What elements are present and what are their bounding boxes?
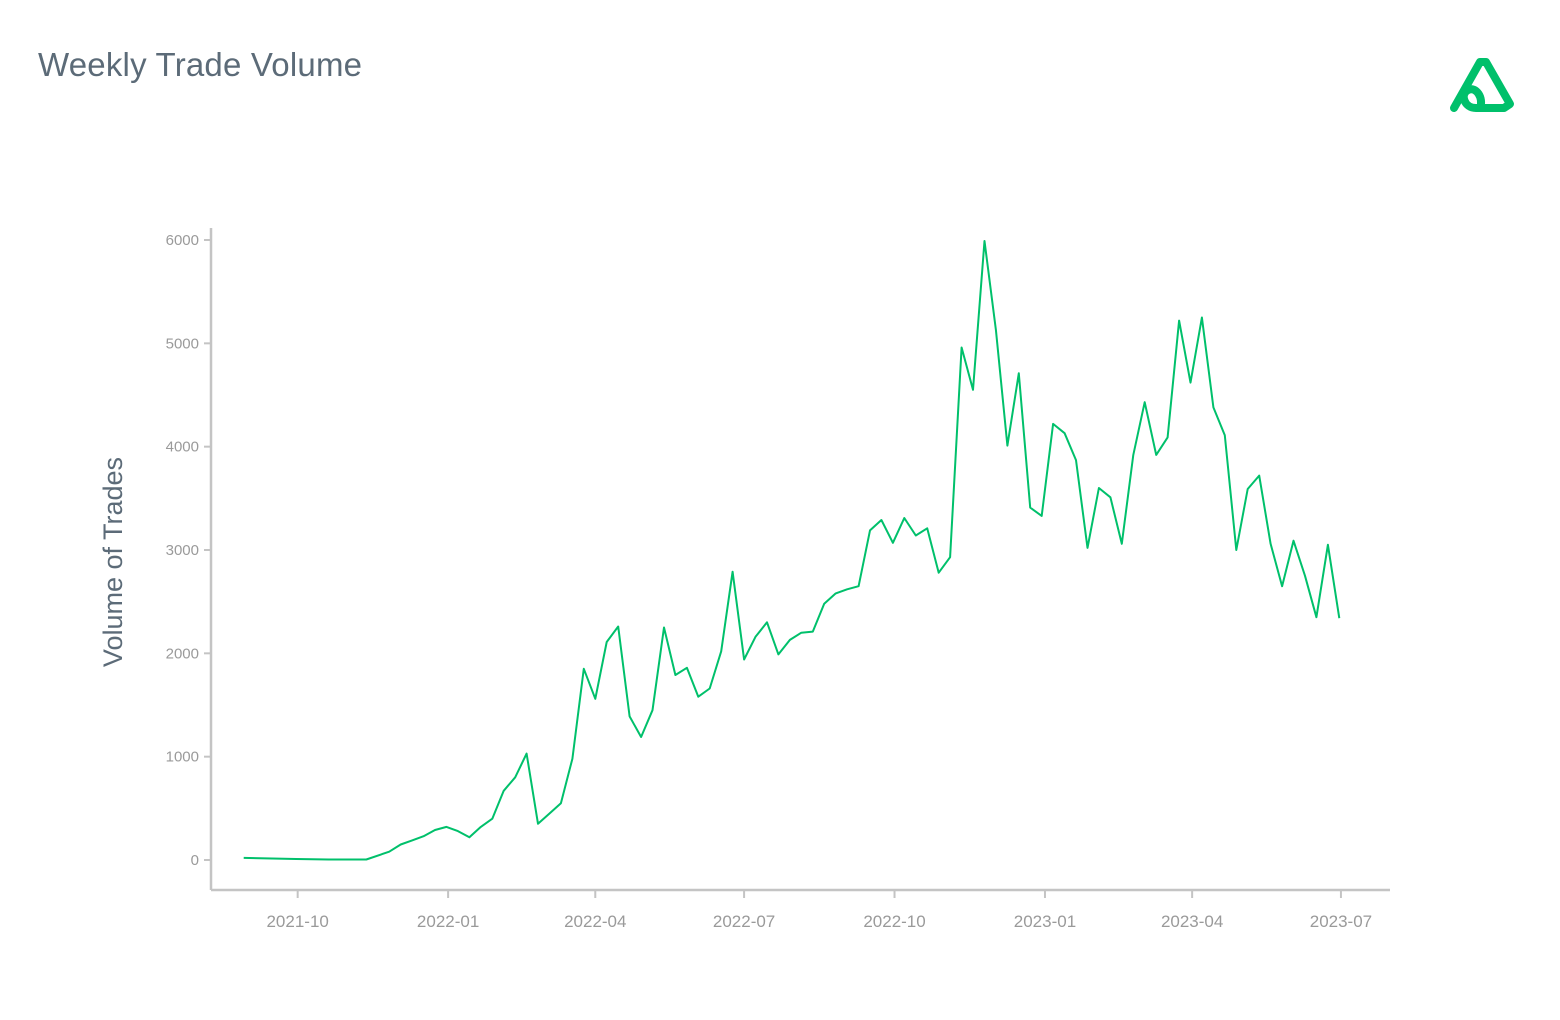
x-tick-label: 2022-01 [417,912,479,931]
x-tick-label: 2022-07 [713,912,775,931]
y-tick-label: 6000 [166,232,199,249]
x-tick-label: 2023-07 [1310,912,1372,931]
y-tick-label: 1000 [166,749,199,766]
y-tick-label: 4000 [166,439,199,456]
chart-ticks: 0 1000 2000 3000 4000 5000 6000 2021-10 2022-01 2… [166,232,1373,931]
chart-axes [209,228,1390,892]
x-tick-label: 2022-04 [564,912,626,931]
y-tick-label: 3000 [166,542,199,559]
y-tick-label: 0 [191,852,199,869]
y-tick-label: 5000 [166,335,199,352]
page-title: Weekly Trade Volume [38,46,363,83]
x-tick-label: 2022-10 [863,912,925,931]
x-tick-label: 2023-04 [1161,912,1223,931]
x-tick-label: 2021-10 [266,912,328,931]
y-tick-label: 2000 [166,645,199,662]
y-axis-label: Volume of Trades [98,457,128,667]
triangle-loop-logo-icon [1450,58,1514,112]
x-tick-label: 2023-01 [1014,912,1076,931]
series-line [243,240,1341,861]
